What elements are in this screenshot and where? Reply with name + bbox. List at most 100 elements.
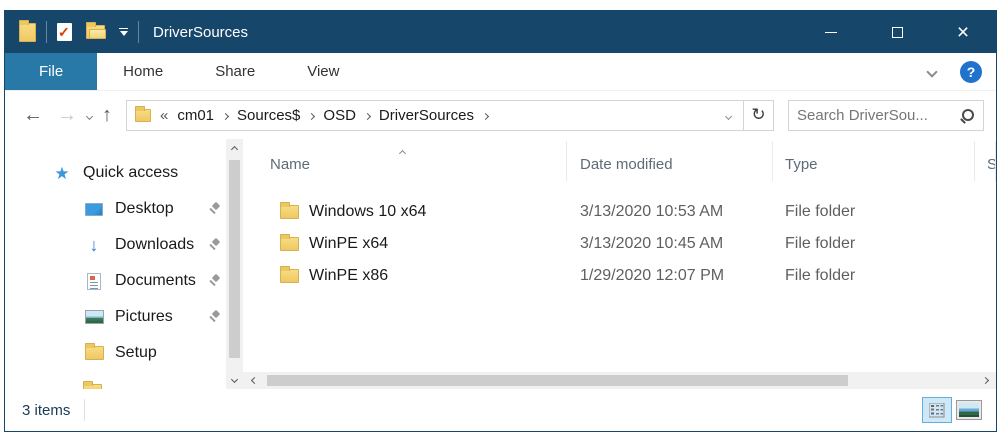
scrollbar-track[interactable] [261, 372, 978, 389]
sidebar-item-desktop[interactable]: Desktop [5, 191, 226, 227]
column-headers: Name Date modified Type Size [243, 141, 996, 181]
chevron-down-icon [230, 375, 239, 383]
details-view-button[interactable] [922, 397, 952, 423]
file-row-winpe-x86[interactable]: WinPE x86 1/29/2020 12:07 PM File folder [243, 260, 996, 292]
forward-button[interactable]: → [57, 104, 77, 126]
sort-ascending-icon [398, 143, 406, 160]
maximize-button[interactable] [864, 11, 930, 53]
column-header-size[interactable]: Size [975, 141, 996, 181]
app-folder-icon [19, 19, 36, 42]
folder-icon [84, 343, 104, 360]
sidebar-item-pictures[interactable]: Pictures [5, 299, 226, 335]
desktop-icon [85, 202, 103, 216]
explorer-window: ✓ DriverSources × File Home Share View ?… [4, 10, 997, 432]
up-button[interactable]: ↑ [102, 104, 112, 126]
folder-icon [280, 266, 299, 283]
breadcrumb-sources[interactable]: Sources$ [237, 106, 301, 124]
help-button[interactable]: ? [960, 60, 982, 83]
search-icon[interactable] [960, 108, 975, 123]
window-title: DriverSources [153, 23, 249, 41]
file-row-winpe-x64[interactable]: WinPE x64 3/13/2020 10:45 AM File folder [243, 228, 996, 260]
chevron-right-icon[interactable] [221, 106, 230, 124]
quick-access-toolbar: ✓ [57, 22, 128, 41]
customize-toolbar-dropdown[interactable] [119, 28, 128, 36]
close-button[interactable]: × [930, 11, 996, 53]
minimize-icon [825, 31, 837, 33]
folder-icon [86, 22, 106, 39]
chevron-right-icon[interactable] [363, 106, 371, 124]
back-button[interactable]: ← [23, 104, 43, 126]
folder-icon [280, 202, 299, 219]
address-dropdown-button[interactable] [724, 106, 733, 124]
scroll-down-button[interactable] [230, 372, 239, 386]
scroll-right-button[interactable] [978, 376, 992, 385]
new-folder-button[interactable] [86, 22, 106, 39]
recent-locations-dropdown[interactable] [85, 106, 94, 124]
search-input[interactable] [797, 106, 960, 124]
file-row-windows-10-x64[interactable]: Windows 10 x64 3/13/2020 10:53 AM File f… [243, 196, 996, 228]
scroll-left-button[interactable] [247, 376, 261, 385]
folder-icon [280, 234, 299, 251]
star-icon: ★ [54, 163, 70, 183]
scroll-up-button[interactable] [230, 142, 239, 156]
sidebar-item-setup[interactable]: Setup [5, 335, 226, 371]
pin-icon [207, 237, 222, 252]
breadcrumb-collapsed[interactable]: « [160, 106, 169, 124]
column-header-type[interactable]: Type [773, 141, 975, 181]
folder-icon [135, 105, 151, 122]
breadcrumb-cm01[interactable]: cm01 [177, 106, 215, 124]
titlebar-separator [46, 21, 47, 43]
maximize-icon [891, 26, 903, 38]
folder-icon [83, 381, 102, 389]
chevron-right-icon[interactable] [481, 106, 489, 124]
address-bar[interactable]: « cm01 Sources$ OSD DriverSources [126, 99, 744, 131]
details-view-icon [928, 402, 944, 417]
download-arrow-icon: ↓ [89, 235, 99, 255]
chevron-down-icon [119, 31, 128, 36]
sidebar-item-quick-access[interactable]: ★ Quick access [54, 163, 179, 183]
chevron-left-icon [250, 376, 258, 385]
navigation-toolbar: ← → ↑ « cm01 Sources$ OSD DriverSources … [5, 91, 996, 139]
ribbon-tab-bar: File Home Share View ? [5, 53, 996, 91]
scrollbar-thumb[interactable] [229, 160, 240, 358]
sidebar-item-documents[interactable]: Documents [5, 263, 226, 299]
expand-ribbon-button[interactable] [926, 53, 938, 90]
main-area: ★ Quick access Desktop ↓ Downloads Docum… [5, 139, 996, 389]
tab-file[interactable]: File [5, 53, 98, 90]
scrollbar-thumb[interactable] [267, 375, 848, 386]
titlebar: ✓ DriverSources × [5, 11, 996, 53]
breadcrumb-driversources[interactable]: DriverSources [378, 106, 474, 124]
sidebar-scrollbar[interactable] [226, 139, 243, 389]
status-bar: 3 items [5, 389, 996, 431]
sidebar-item-downloads[interactable]: ↓ Downloads [5, 227, 226, 263]
check-document-icon: ✓ [57, 23, 72, 41]
chevron-right-icon [981, 376, 989, 385]
thumbnail-view-icon [957, 401, 981, 419]
breadcrumb-osd[interactable]: OSD [323, 106, 356, 124]
tab-share[interactable]: Share [215, 63, 256, 80]
tab-view[interactable]: View [307, 63, 340, 80]
file-rows: Windows 10 x64 3/13/2020 10:53 AM File f… [243, 196, 996, 292]
chevron-up-icon [230, 145, 239, 153]
file-list-pane: Name Date modified Type Size Windows 10 … [243, 139, 996, 389]
properties-check-button[interactable]: ✓ [57, 23, 72, 41]
close-icon: × [956, 20, 970, 44]
items-count: 3 items [22, 401, 71, 419]
large-icons-view-button[interactable] [956, 400, 982, 420]
column-header-date-modified[interactable]: Date modified [567, 141, 773, 181]
pin-icon [207, 273, 222, 288]
titlebar-separator [138, 21, 139, 43]
tab-home[interactable]: Home [123, 63, 164, 80]
column-header-name[interactable]: Name [243, 141, 567, 181]
horizontal-scrollbar[interactable] [243, 372, 996, 389]
chevron-down-icon [926, 65, 938, 78]
minimize-button[interactable] [798, 11, 864, 53]
pin-icon [207, 201, 222, 216]
chevron-down-icon [85, 112, 94, 121]
refresh-button[interactable]: ↻ [744, 99, 774, 131]
picture-icon [84, 310, 104, 324]
navigation-pane: ★ Quick access Desktop ↓ Downloads Docum… [5, 139, 226, 389]
chevron-right-icon[interactable] [308, 106, 316, 124]
chevron-down-icon [724, 112, 733, 121]
search-box [788, 99, 984, 131]
